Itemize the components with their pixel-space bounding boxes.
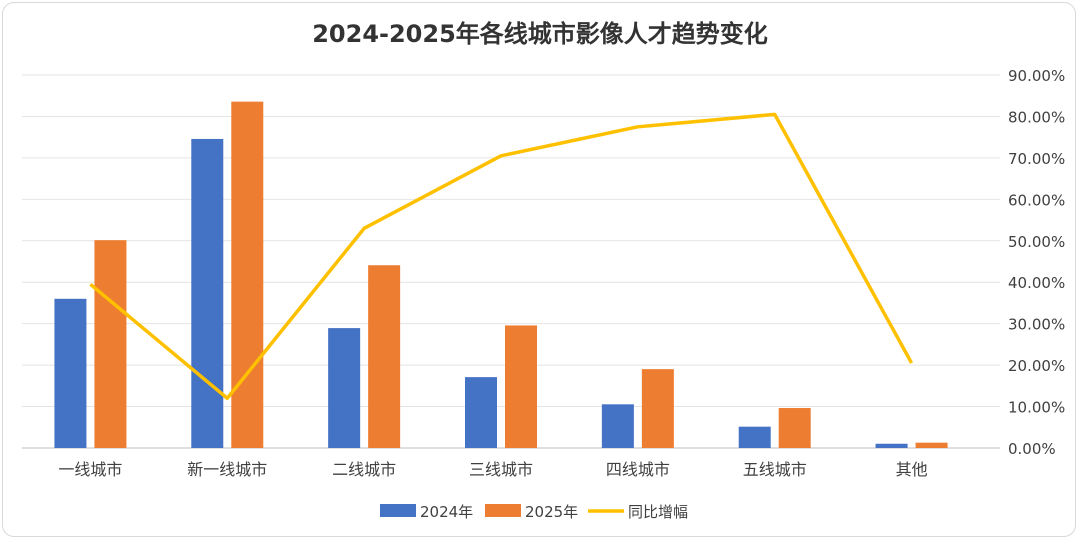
x-axis: 一线城市 新一线城市 二线城市 三线城市 四线城市 五线城市 其他 (58, 460, 927, 479)
bar-2025年-四线城市 (641, 369, 674, 448)
bar-2024年-五线城市 (738, 426, 771, 448)
x-tick-label: 二线城市 (332, 460, 396, 479)
bar-2025年-二线城市 (368, 265, 401, 448)
y-tick-label: 0.00% (1008, 440, 1056, 458)
legend-label: 2025年 (525, 503, 578, 521)
y-tick-label: 60.00% (1008, 191, 1065, 209)
bar-2024年-二线城市 (328, 328, 361, 448)
legend: 2024年 2025年 同比增幅 (380, 503, 688, 521)
gridlines (22, 74, 1000, 449)
bar-2024年-新一线城市 (191, 138, 224, 448)
chart-title: 2024-2025年各线城市影像人才趋势变化 (312, 20, 768, 48)
y-tick-label: 10.00% (1008, 399, 1065, 417)
y-tick-label: 20.00% (1008, 357, 1065, 375)
legend-swatch (380, 504, 416, 517)
y-tick-label: 30.00% (1008, 316, 1065, 334)
x-tick-label: 一线城市 (58, 460, 122, 479)
bar-2025年-新一线城市 (231, 101, 264, 449)
bar-2025年-三线城市 (505, 325, 537, 448)
bars (54, 101, 948, 449)
x-tick-label: 四线城市 (606, 460, 670, 479)
x-tick-label: 其他 (896, 460, 928, 479)
bar-2024年-三线城市 (465, 377, 497, 448)
bar-2025年-一线城市 (94, 240, 127, 448)
y-tick-label: 80.00% (1008, 108, 1065, 126)
legend-label: 2024年 (420, 503, 473, 521)
growth-line (89, 112, 914, 401)
x-tick-label: 新一线城市 (187, 460, 267, 479)
legend-label: 同比增幅 (628, 503, 688, 521)
y-tick-label: 90.00% (1008, 67, 1065, 85)
bar-2024年-其他 (875, 443, 908, 448)
y-tick-label: 40.00% (1008, 274, 1065, 292)
x-tick-label: 三线城市 (469, 460, 533, 479)
bar-2025年-其他 (915, 442, 948, 448)
x-tick-label: 五线城市 (743, 460, 807, 479)
y-tick-label: 70.00% (1008, 150, 1065, 168)
bar-2025年-五线城市 (778, 408, 811, 448)
legend-swatch (485, 504, 521, 517)
y-tick-label: 50.00% (1008, 233, 1065, 251)
y-axis-right: 0.00% 10.00% 20.00% 30.00% 40.00% 50.00% 60.00… (1008, 67, 1065, 458)
bar-2024年-四线城市 (601, 404, 634, 448)
bar-2024年-一线城市 (54, 298, 87, 448)
